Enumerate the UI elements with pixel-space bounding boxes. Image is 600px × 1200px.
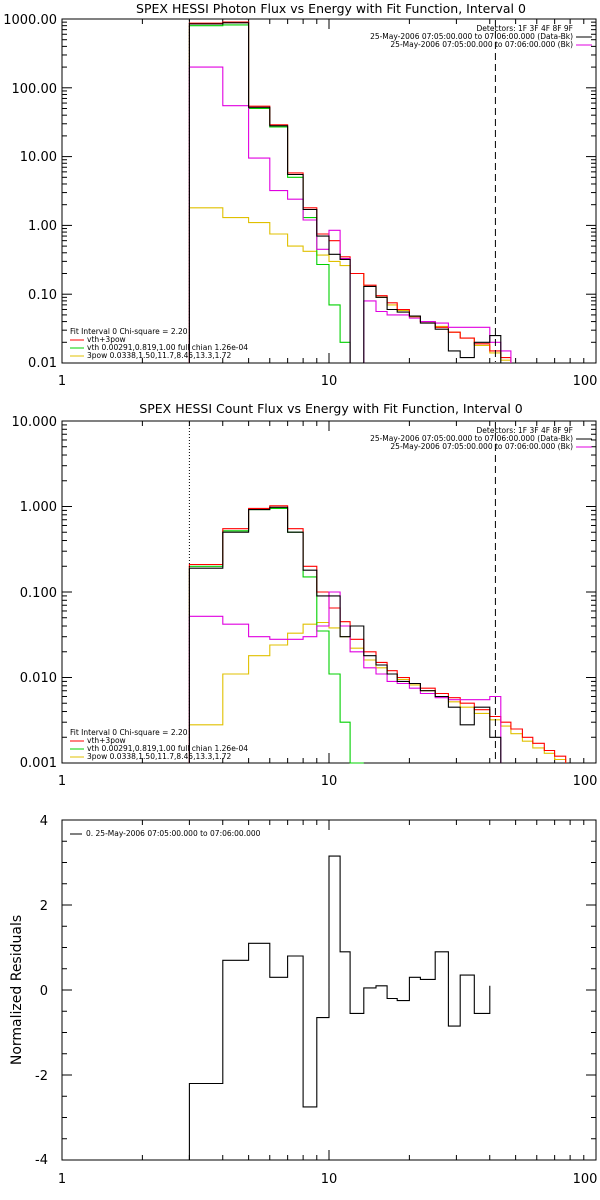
legend-vth3pow: vth+3pow xyxy=(87,736,126,745)
photon-flux-title: SPEX HESSI Photon Flux vs Energy with Fi… xyxy=(136,1,526,16)
residuals-legend: 0. 25-May-2006 07:05:00.000 to 07:06:00.… xyxy=(86,829,261,838)
photon-flux-axes xyxy=(61,18,597,364)
y-tick-label: 0.001 xyxy=(20,756,57,771)
series-data-bk xyxy=(188,506,502,763)
x-tick-label: 100 xyxy=(573,1172,598,1187)
series-vth xyxy=(188,24,364,364)
y-tick-label: 0.01 xyxy=(28,356,57,371)
data-interval-info: 25-May-2006 07:05:00.000 to 07:06:00.000… xyxy=(370,32,573,41)
y-tick-label: 1.00 xyxy=(28,219,57,234)
x-tick-label: 10 xyxy=(321,374,338,389)
bk-interval-info: 25-May-2006 07:05:00.000 to 07:06:00.000… xyxy=(390,40,573,49)
x-tick-label: 1 xyxy=(58,774,66,789)
legend-3pow: 3pow 0.0338,1.50,11.7,8.45,13.3,1.72 xyxy=(87,351,232,360)
bk-interval-info: 25-May-2006 07:05:00.000 to 07:06:00.000… xyxy=(390,442,573,451)
y-tick-label: 10.000 xyxy=(12,415,58,430)
data-interval-info: 25-May-2006 07:05:00.000 to 07:06:00.000… xyxy=(370,434,573,443)
y-tick-label: 100.00 xyxy=(12,82,58,97)
count-flux-title: SPEX HESSI Count Flux vs Energy with Fit… xyxy=(139,401,522,416)
y-tick-label: 1000.00 xyxy=(3,13,57,28)
y-tick-label: 0.100 xyxy=(20,586,57,601)
y-tick-label: 10.00 xyxy=(20,150,57,165)
residuals-panel: 4 2 0 -2 -4 1 10 100 Normalized Residual… xyxy=(9,814,597,1187)
legend-vth: vth 0.00291,0.819,1.00 full chian 1.26e-… xyxy=(87,744,248,753)
count-flux-reference-lines xyxy=(188,422,496,762)
y-tick-label: -4 xyxy=(35,1153,48,1168)
residuals-series xyxy=(188,855,491,1160)
legend-vth3pow: vth+3pow xyxy=(87,335,126,344)
detectors-info: Detectors: 1F 3F 4F 8F 9F xyxy=(477,24,573,33)
series-residuals xyxy=(188,855,491,1160)
y-tick-label: 0 xyxy=(40,984,48,999)
y-tick-label: 1.000 xyxy=(20,500,57,515)
series-data-bk xyxy=(188,22,502,364)
series-bk xyxy=(188,591,502,763)
detectors-info: Detectors: 1F 3F 4F 8F 9F xyxy=(477,426,573,435)
series-vth-3pow xyxy=(188,505,567,763)
y-axis-label: Normalized Residuals xyxy=(9,915,25,1065)
legend-vth: vth 0.00291,0.819,1.00 full chian 1.26e-… xyxy=(87,343,248,352)
y-tick-label: -2 xyxy=(35,1069,48,1084)
y-tick-label: 4 xyxy=(40,814,48,829)
series-3pow xyxy=(188,621,567,763)
x-tick-label: 1 xyxy=(58,374,66,389)
count-flux-series xyxy=(188,505,567,764)
x-tick-label: 100 xyxy=(573,374,598,389)
fit-interval-text: Fit Interval 0 Chi-square = 2.20 xyxy=(70,327,188,336)
photon-flux-series xyxy=(188,21,512,364)
photon-flux-reference-lines xyxy=(188,20,496,362)
legend-3pow: 3pow 0.0338,1.50,11.7,8.45,13.3,1.72 xyxy=(87,752,232,761)
x-tick-label: 100 xyxy=(573,774,598,789)
fit-interval-text: Fit Interval 0 Chi-square = 2.20 xyxy=(70,728,188,737)
x-tick-label: 10 xyxy=(321,1172,338,1187)
y-tick-label: 2 xyxy=(40,899,48,914)
photon-flux-tick-marks xyxy=(61,18,597,364)
count-flux-panel: SPEX HESSI Count Flux vs Energy with Fit… xyxy=(12,401,598,789)
x-tick-label: 10 xyxy=(321,774,338,789)
y-tick-label: 0.010 xyxy=(20,671,57,686)
x-tick-label: 1 xyxy=(58,1172,66,1187)
photon-flux-panel: SPEX HESSI Photon Flux vs Energy with Fi… xyxy=(3,1,597,389)
y-tick-label: 0.10 xyxy=(28,288,57,303)
